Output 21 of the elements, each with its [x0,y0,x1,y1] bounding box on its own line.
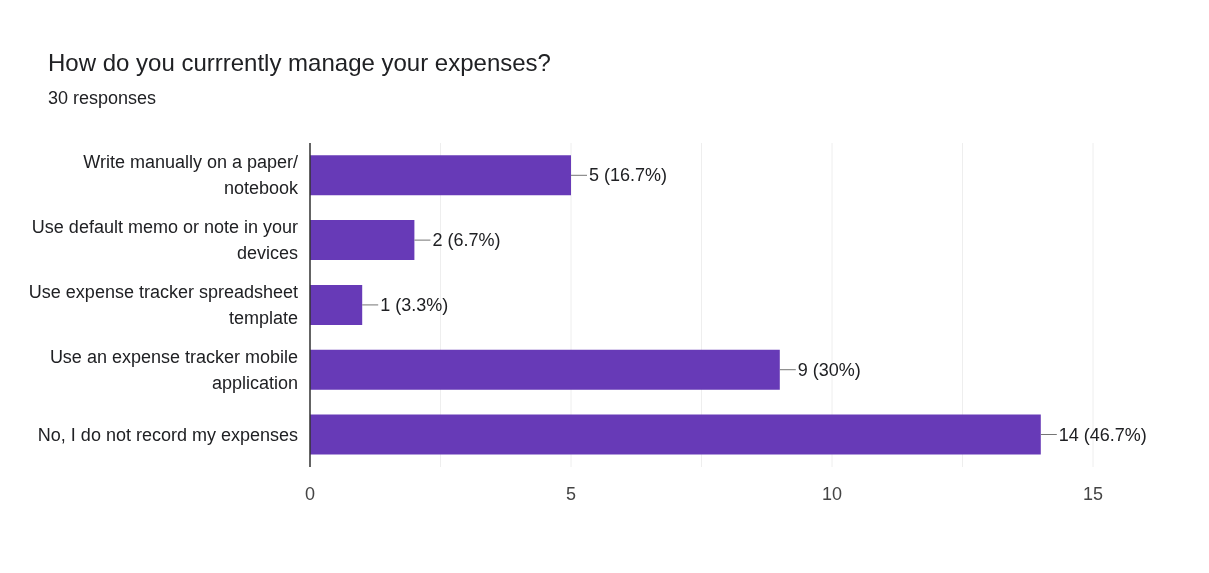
bar [310,220,415,261]
data-label: 1 (3.3%) [380,294,449,315]
data-label: 14 (46.7%) [1058,424,1147,445]
bar [310,414,1041,455]
bar [310,284,363,325]
y-tick-label: Write manually on a paper/ notebook [83,152,299,199]
y-tick-label: Use default memo or note in your devices [31,217,298,264]
x-tick-label: 10 [821,483,843,504]
x-tick-label: 5 [565,483,577,504]
data-label: 2 (6.7%) [432,230,501,251]
y-tick-label: Use expense tracker spreadsheet template [28,282,298,328]
data-label: 5 (16.7%) [589,165,668,186]
chart-title: How do you currrently manage your expenses? [48,48,551,78]
bar [310,349,780,390]
text: 30 responses [48,87,157,110]
y-tick-label: No, I do not record my expenses [37,424,298,445]
bar [310,155,571,196]
x-tick-label: 0 [304,483,316,504]
x-tick-label: 15 [1082,483,1104,504]
data-label: 9 (30%) [797,359,861,380]
y-tick-label: Use an expense tracker mobile application [49,346,298,393]
